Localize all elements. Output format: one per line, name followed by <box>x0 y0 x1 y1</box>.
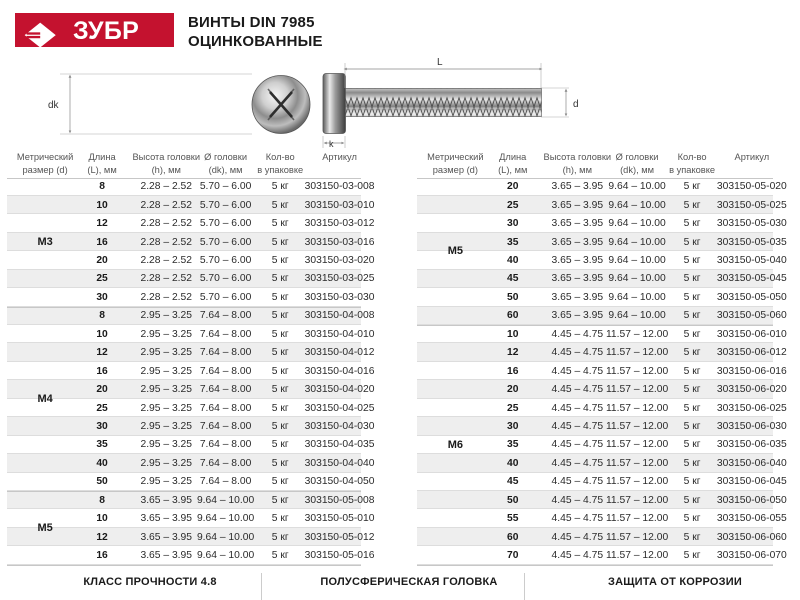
svg-text:dk: dk <box>48 100 60 111</box>
svg-text:k: k <box>329 139 334 149</box>
svg-text:d: d <box>573 99 579 110</box>
svg-text:L: L <box>437 57 443 68</box>
